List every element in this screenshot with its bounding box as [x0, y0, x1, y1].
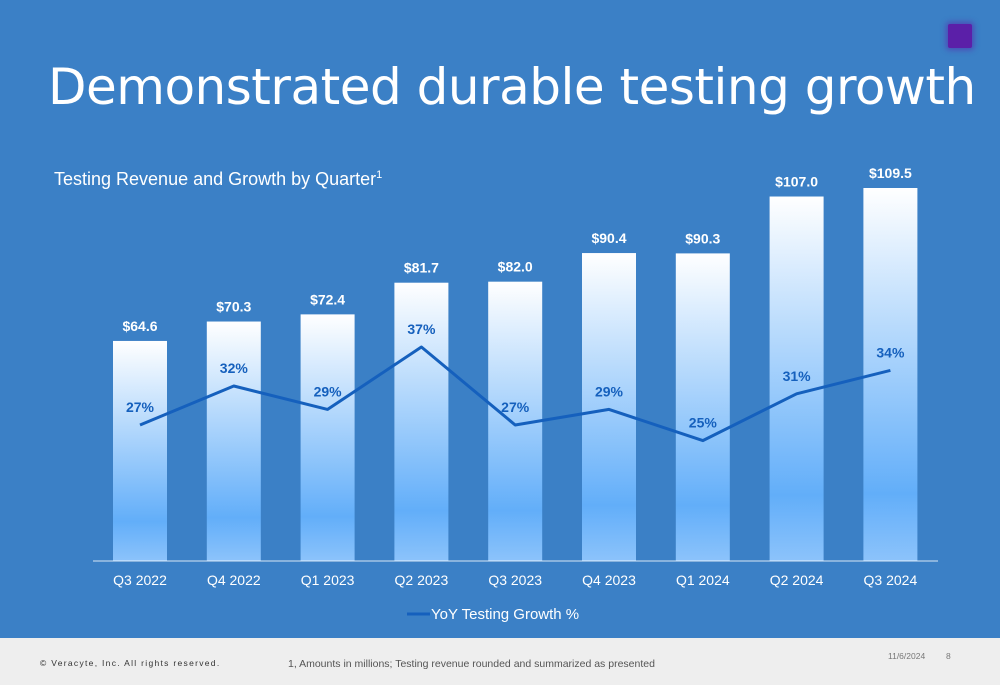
- growth-value-label: 25%: [689, 415, 718, 431]
- x-tick-label: Q3 2023: [488, 572, 542, 588]
- bar: [206, 321, 261, 561]
- bar: [582, 253, 636, 561]
- x-tick-label: Q3 2024: [864, 572, 918, 588]
- labels-layer: $64.6 Q3 2022 $70.3 Q4 2022 $72.4 Q1 2023 $81.…: [113, 165, 917, 588]
- chart-subtitle-text: Testing Revenue and Growth by Quarter: [54, 169, 377, 189]
- growth-line: [139, 345, 891, 443]
- bar-value-label: $81.7: [404, 260, 439, 276]
- growth-value-label: 29%: [595, 383, 624, 399]
- x-tick-label: Q4 2022: [207, 572, 261, 588]
- bar-value-label: $70.3: [216, 299, 251, 315]
- growth-value-label: 37%: [407, 321, 436, 337]
- line-layer: [139, 345, 891, 443]
- growth-value-label: 31%: [783, 368, 812, 384]
- bar: [675, 253, 730, 561]
- x-tick-label: Q4 2023: [582, 572, 636, 588]
- x-tick-label: Q2 2023: [395, 572, 449, 588]
- legend-label: YoY Testing Growth %: [431, 606, 579, 623]
- brand-logo-icon: [948, 24, 972, 48]
- footer-bar: © Veracyte, Inc. All rights reserved. 1,…: [0, 638, 1000, 685]
- x-tick-label: Q1 2024: [676, 572, 730, 588]
- footer-date: 11/6/2024: [888, 651, 926, 661]
- bar: [113, 340, 167, 561]
- bar: [394, 282, 449, 561]
- footnote-marker: 1: [376, 169, 383, 181]
- bar-value-label: $90.4: [591, 230, 626, 246]
- copyright-text: © Veracyte, Inc. All rights reserved.: [40, 658, 221, 668]
- footnote-text: 1, Amounts in millions; Testing revenue …: [288, 658, 655, 670]
- bar-value-label: $107.0: [775, 174, 818, 190]
- bar-value-label: $90.3: [685, 230, 720, 246]
- page-number: 8: [946, 651, 951, 661]
- chart-legend: YoY Testing Growth %: [407, 606, 579, 623]
- x-tick-label: Q1 2023: [301, 572, 355, 588]
- bars-layer: [113, 188, 918, 561]
- revenue-growth-chart: $64.6 Q3 2022 $70.3 Q4 2022 $72.4 Q1 2023 $81.…: [93, 165, 938, 623]
- slide-title: Demonstrated durable testing growth: [48, 58, 976, 116]
- growth-value-label: 27%: [501, 399, 530, 415]
- x-tick-label: Q2 2024: [770, 572, 824, 588]
- bar-value-label: $64.6: [122, 318, 157, 334]
- growth-value-label: 32%: [220, 360, 249, 376]
- bar-value-label: $109.5: [869, 165, 912, 181]
- growth-value-label: 29%: [314, 383, 343, 399]
- bar-value-label: $72.4: [310, 291, 345, 307]
- bar: [769, 196, 824, 561]
- growth-value-label: 34%: [876, 344, 905, 360]
- bar: [300, 314, 355, 561]
- x-tick-label: Q3 2022: [113, 572, 167, 588]
- bar-value-label: $82.0: [498, 259, 533, 275]
- chart-subtitle: Testing Revenue and Growth by Quarter1: [54, 169, 382, 190]
- growth-value-label: 27%: [126, 399, 155, 415]
